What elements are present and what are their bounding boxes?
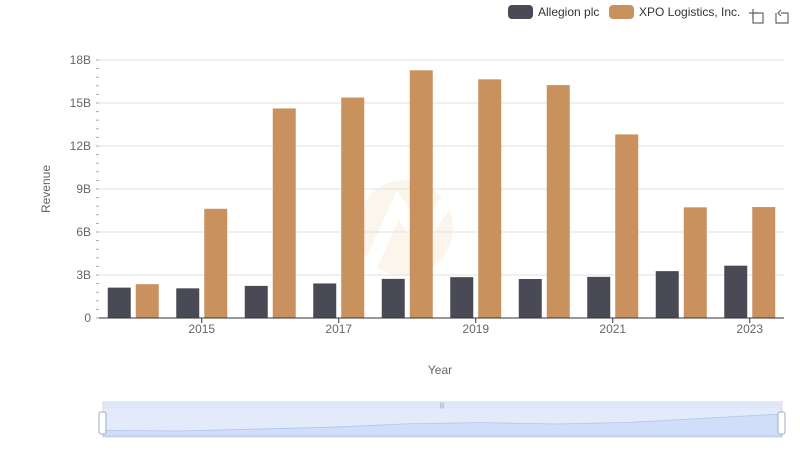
x-tick-marks bbox=[201, 318, 751, 323]
x-tick-label: 2019 bbox=[462, 322, 489, 336]
y-axis-title: Revenue bbox=[39, 165, 53, 213]
bar-xpo-2022[interactable] bbox=[683, 207, 707, 318]
bar-xpo-2016[interactable] bbox=[272, 108, 296, 319]
legend-item-xpo[interactable]: XPO Logistics, Inc. bbox=[609, 5, 740, 19]
bar-xpo-2020[interactable] bbox=[546, 85, 570, 318]
bar-xpo-2018[interactable] bbox=[409, 70, 433, 318]
y-tick-labels: 0 3B 6B 9B 12B 15B 18B bbox=[70, 53, 92, 325]
x-tick-label: 2017 bbox=[325, 322, 352, 336]
bar-xpo-2023[interactable] bbox=[752, 207, 776, 318]
datazoom-top-bar[interactable] bbox=[103, 402, 782, 408]
y-tick-label: 9B bbox=[76, 182, 91, 196]
y-tick-label: 3B bbox=[76, 268, 91, 282]
bar-xpo-2014[interactable] bbox=[135, 284, 159, 318]
bar-allegion-2021[interactable] bbox=[587, 276, 611, 318]
zoom-restore-icon[interactable] bbox=[773, 7, 791, 25]
watermark-logo bbox=[357, 180, 453, 276]
zoom-select-icon[interactable] bbox=[747, 7, 765, 25]
legend-item-allegion[interactable]: Allegion plc bbox=[508, 5, 599, 19]
legend[interactable]: Allegion plc XPO Logistics, Inc. bbox=[508, 5, 740, 19]
bar-xpo-2015[interactable] bbox=[204, 208, 228, 318]
x-axis-title: Year bbox=[428, 363, 452, 377]
legend-swatch bbox=[609, 5, 634, 19]
bar-allegion-2019[interactable] bbox=[450, 277, 474, 318]
x-tick-label: 2021 bbox=[599, 322, 626, 336]
y-tick-label: 18B bbox=[70, 53, 91, 67]
bar-xpo-2019[interactable] bbox=[478, 79, 502, 318]
x-tick-labels: 2015 2017 2019 2021 2023 bbox=[188, 322, 763, 336]
bar-allegion-2020[interactable] bbox=[518, 279, 542, 318]
toolbox bbox=[747, 7, 791, 25]
y-tick-label: 12B bbox=[70, 139, 91, 153]
bar-allegion-2018[interactable] bbox=[381, 278, 405, 318]
bar-allegion-2022[interactable] bbox=[655, 271, 679, 318]
datazoom-slider[interactable]: ||| bbox=[98, 401, 786, 438]
x-tick-label: 2015 bbox=[188, 322, 215, 336]
y-minor-ticks bbox=[96, 59, 99, 319]
bar-allegion-2017[interactable] bbox=[313, 283, 337, 318]
bar-allegion-2014[interactable] bbox=[107, 287, 131, 318]
y-tick-label: 0 bbox=[84, 311, 91, 325]
bar-allegion-2016[interactable] bbox=[244, 285, 268, 318]
y-tick-label: 15B bbox=[70, 96, 91, 110]
x-tick-label: 2023 bbox=[736, 322, 763, 336]
bar-allegion-2023[interactable] bbox=[724, 265, 748, 318]
legend-label: XPO Logistics, Inc. bbox=[639, 5, 740, 19]
y-tick-label: 6B bbox=[76, 225, 91, 239]
bar-xpo-2021[interactable] bbox=[615, 134, 639, 318]
bar-allegion-2015[interactable] bbox=[176, 288, 200, 318]
legend-swatch bbox=[508, 5, 533, 19]
legend-label: Allegion plc bbox=[538, 5, 599, 19]
bar-xpo-2017[interactable] bbox=[341, 97, 365, 318]
datazoom-grip: ||| bbox=[440, 403, 445, 409]
bars bbox=[107, 70, 776, 319]
datazoom-right-handle[interactable] bbox=[777, 411, 786, 435]
datazoom-left-handle[interactable] bbox=[98, 411, 107, 435]
